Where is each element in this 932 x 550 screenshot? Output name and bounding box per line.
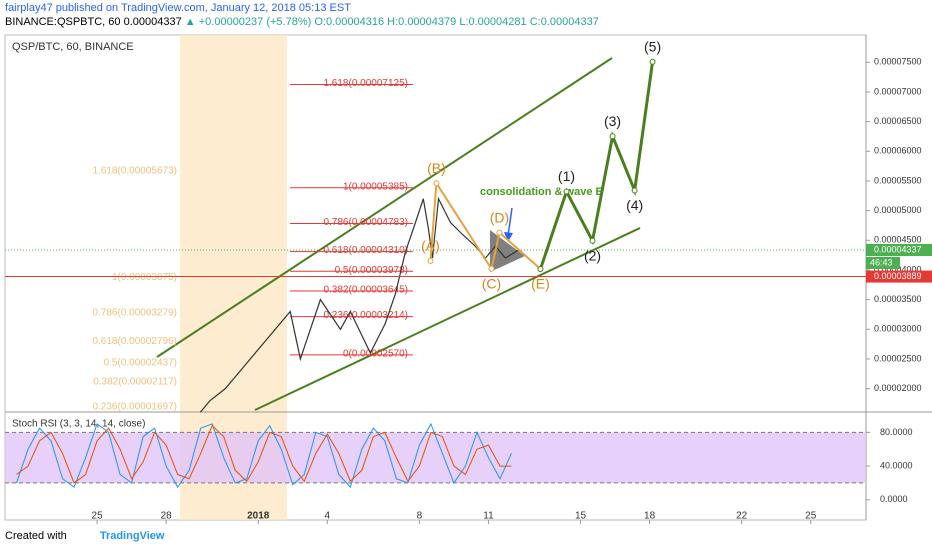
open: O:0.00004316 bbox=[314, 16, 385, 28]
wave-point bbox=[563, 188, 570, 195]
fib-label: 0(0.00002570) bbox=[343, 348, 408, 359]
y-tick-label: 0.00004000 bbox=[874, 264, 922, 274]
y-tick-label: 0.00005000 bbox=[874, 205, 922, 215]
arrow bbox=[507, 207, 513, 237]
arrow-head bbox=[504, 232, 513, 242]
stoch-tick-label: 80.0000 bbox=[880, 427, 913, 437]
wave-label: (1) bbox=[558, 168, 575, 184]
y-tick-label: 0.00007000 bbox=[874, 86, 922, 96]
x-tick-label: 25 bbox=[805, 511, 817, 522]
wave-label: (B) bbox=[427, 160, 446, 176]
wave-label: (E) bbox=[531, 276, 550, 292]
wave-point bbox=[537, 265, 544, 272]
y-tick-label: 0.00006000 bbox=[874, 146, 922, 156]
low: L:0.00004281 bbox=[459, 16, 527, 28]
footer-created: Created with bbox=[5, 530, 67, 542]
fib-label-old: 0.618(0.00002796) bbox=[92, 336, 177, 347]
footer-brand: TradingView bbox=[99, 530, 165, 542]
x-tick-label: 18 bbox=[644, 511, 656, 522]
wave-point bbox=[609, 133, 616, 140]
stoch-line bbox=[16, 424, 512, 484]
y-tick-label: 0.00002500 bbox=[874, 353, 922, 363]
x-tick-label: 4 bbox=[325, 511, 331, 522]
y-tick-label: 0.00005500 bbox=[874, 175, 922, 185]
fib-label: 0.618(0.00004310) bbox=[323, 245, 408, 256]
channel-lower bbox=[254, 227, 641, 411]
countdown-box bbox=[866, 256, 900, 269]
y-tick-label: 0.00004500 bbox=[874, 235, 922, 245]
y-tick-label: 0.00003500 bbox=[874, 294, 922, 304]
fib-label: 0.382(0.00003645) bbox=[323, 285, 408, 296]
fib-label: 0.5(0.00003978) bbox=[335, 265, 408, 276]
wave-point bbox=[488, 265, 495, 272]
high: H:0.00004379 bbox=[387, 16, 457, 28]
fib-label-old: 0.786(0.00003279) bbox=[92, 307, 177, 318]
x-tick-label: 2018 bbox=[247, 511, 270, 522]
wave-label: (2) bbox=[584, 247, 601, 263]
wave-label: (D) bbox=[490, 209, 509, 225]
header-line: BINANCE:QSPBTC, 60 0.00004337 ▲ +0.00000… bbox=[5, 16, 599, 28]
fib-label: 1.618(0.00007125) bbox=[323, 78, 408, 89]
channel-upper bbox=[156, 57, 613, 358]
y-tick-label: 0.00007500 bbox=[874, 57, 922, 67]
wave-point bbox=[433, 180, 440, 187]
stoch-band bbox=[5, 432, 866, 483]
stoch-tick-label: 0.0000 bbox=[880, 494, 908, 504]
wave-label: (5) bbox=[644, 38, 661, 54]
x-tick-label: 11 bbox=[483, 511, 494, 522]
footer: Created with TradingView bbox=[5, 530, 164, 542]
x-tick-label: 28 bbox=[161, 511, 173, 522]
wave-point bbox=[589, 237, 596, 244]
wave-label: (C) bbox=[482, 275, 501, 291]
chart-title: QSP/BTC, 60, BINANCE bbox=[12, 41, 134, 53]
fib-label-old: 0.382(0.00002117) bbox=[93, 376, 177, 387]
wave-point bbox=[496, 229, 503, 236]
y-tick-label: 0.00003000 bbox=[874, 324, 922, 334]
change: ▲ +0.00000237 (+5.78%) bbox=[184, 16, 312, 28]
close: C:0.00004337 bbox=[529, 16, 599, 28]
fib-label-old: 1.618(0.00005673) bbox=[92, 165, 177, 176]
annotation: consolidation & wave E bbox=[480, 186, 603, 198]
header-publish: fairplay47 published on TradingView.com,… bbox=[5, 2, 351, 14]
wave-point bbox=[427, 257, 434, 264]
fib-label: 0.236(0.00003214) bbox=[323, 310, 408, 321]
price-line bbox=[199, 196, 519, 413]
y-tick-label: 0.00002000 bbox=[874, 383, 922, 393]
fib-label-old: 1(0.00003875) bbox=[112, 272, 177, 283]
stoch-title: Stoch RSI (3, 3, 14, 14, close) bbox=[12, 419, 145, 430]
header-line: fairplay47 published on TradingView.com,… bbox=[5, 2, 351, 14]
wave-label: (A) bbox=[421, 238, 440, 254]
fib-label: 1(0.00005385) bbox=[343, 181, 408, 192]
fib-label-old: 0.236(0.00001697) bbox=[92, 401, 177, 412]
countdown: 46:43 bbox=[870, 257, 893, 267]
last: 0.00004337 bbox=[123, 16, 182, 28]
symbol: BINANCE:QSPBTC, 60 bbox=[5, 16, 121, 28]
wave-label: (4) bbox=[626, 197, 643, 213]
x-tick-label: 8 bbox=[417, 511, 423, 522]
price-tag-label: 0.00004337 bbox=[874, 244, 922, 254]
x-tick-label: 15 bbox=[575, 511, 587, 522]
wave_green bbox=[539, 61, 655, 270]
stoch-line bbox=[16, 422, 512, 489]
wave-point bbox=[649, 58, 656, 65]
fib-label: 0.786(0.00004783) bbox=[323, 217, 408, 228]
fib-label-old: 0.5(0.00002437) bbox=[104, 357, 177, 368]
y-tick-label: 0.00006500 bbox=[874, 116, 922, 126]
stoch-tick-label: 40.0000 bbox=[880, 460, 913, 470]
price-tag-label: 0.00003889 bbox=[874, 271, 922, 281]
x-tick-label: 22 bbox=[736, 511, 748, 522]
wave-label: (3) bbox=[604, 113, 621, 129]
wave-point bbox=[631, 187, 638, 194]
price-tag bbox=[866, 243, 932, 256]
price-tag bbox=[866, 270, 932, 283]
x-tick-label: 25 bbox=[92, 511, 104, 522]
